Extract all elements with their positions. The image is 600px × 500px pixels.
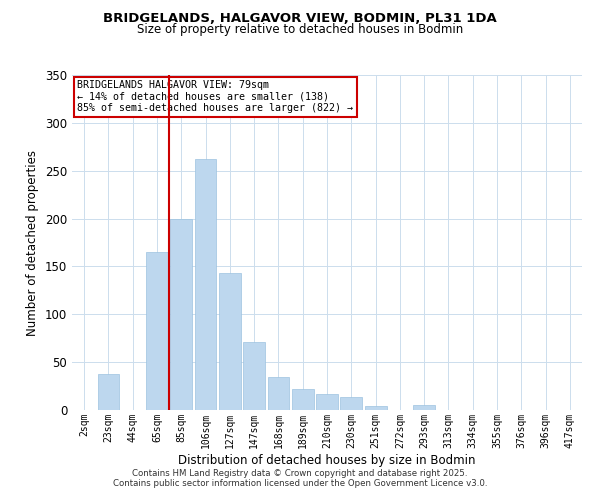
Bar [292, 389, 314, 410]
Bar [365, 406, 386, 410]
Bar [413, 405, 435, 410]
Y-axis label: Number of detached properties: Number of detached properties [26, 150, 40, 336]
Text: Size of property relative to detached houses in Bodmin: Size of property relative to detached ho… [137, 22, 463, 36]
Bar [316, 394, 338, 410]
Text: Contains public sector information licensed under the Open Government Licence v3: Contains public sector information licen… [113, 478, 487, 488]
Bar [146, 252, 168, 410]
Bar [340, 396, 362, 410]
Text: Contains HM Land Registry data © Crown copyright and database right 2025.: Contains HM Land Registry data © Crown c… [132, 468, 468, 477]
Bar [219, 273, 241, 410]
Text: BRIDGELANDS, HALGAVOR VIEW, BODMIN, PL31 1DA: BRIDGELANDS, HALGAVOR VIEW, BODMIN, PL31… [103, 12, 497, 26]
Bar [170, 218, 192, 410]
Bar [97, 374, 119, 410]
X-axis label: Distribution of detached houses by size in Bodmin: Distribution of detached houses by size … [178, 454, 476, 466]
Bar [194, 159, 217, 410]
Bar [268, 378, 289, 410]
Text: BRIDGELANDS HALGAVOR VIEW: 79sqm
← 14% of detached houses are smaller (138)
85% : BRIDGELANDS HALGAVOR VIEW: 79sqm ← 14% o… [77, 80, 353, 113]
Bar [243, 342, 265, 410]
